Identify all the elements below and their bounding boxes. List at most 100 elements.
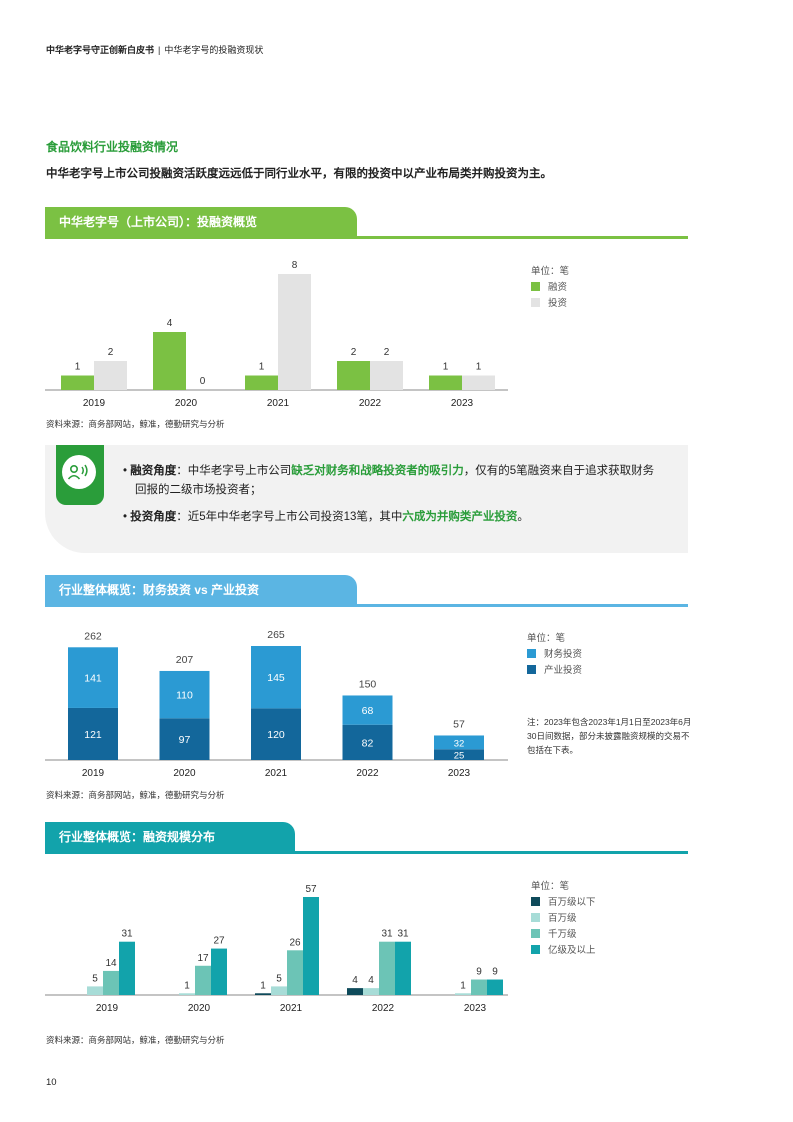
data-label: 25 [454, 751, 465, 762]
data-label: 68 [362, 705, 374, 717]
bar [61, 375, 94, 390]
data-label: 2 [351, 347, 357, 358]
data-label: 1 [184, 980, 190, 991]
x-tick-label: 2020 [173, 768, 196, 779]
chart1-legend: 单位：笔 融资 投资 [531, 262, 569, 310]
total-label: 150 [359, 678, 377, 690]
insight-callout: • 融资角度：中华老字号上市公司缺乏对财务和战略投资者的吸引力，仅有的5笔融资来… [45, 445, 688, 553]
bar [379, 941, 395, 995]
chart3-legend: 单位：笔 百万级以下 百万级 千万级 亿级及以上 [531, 877, 596, 957]
bar [455, 993, 471, 995]
legend-label: 财务投资 [544, 649, 583, 660]
bar [287, 950, 303, 995]
callout-bullet-investment: • 投资角度：近5年中华老字号上市公司投资13笔，其中六成为并购类产业投资。 [123, 511, 529, 523]
bullet-text: ：中华老字号上市公司 [176, 465, 292, 477]
data-label: 1 [476, 362, 482, 373]
legend-swatch [531, 297, 540, 307]
bullet-text: ，仅有的5笔融资来自于追求获取财务回报的二级市场投资者； [135, 465, 655, 496]
x-tick-label: 2021 [267, 398, 290, 409]
x-tick-label: 2020 [175, 398, 198, 409]
bar [153, 332, 186, 390]
legend-label: 融资 [548, 282, 568, 293]
bar [103, 970, 119, 995]
data-label: 4 [352, 975, 358, 986]
x-tick-label: 2019 [83, 398, 106, 409]
report-title: 中华老字号守正创新白皮书 [46, 45, 155, 55]
data-label: 32 [454, 738, 465, 749]
data-label: 8 [292, 260, 298, 271]
bar [363, 988, 379, 995]
x-tick-label: 2021 [265, 768, 288, 779]
bar [255, 993, 271, 995]
chart1-banner-title: 中华老字号（上市公司）：投融资概览 [45, 207, 357, 237]
data-label: 14 [105, 958, 117, 969]
x-tick-label: 2023 [451, 398, 474, 409]
bar [471, 979, 487, 995]
bar [179, 993, 195, 995]
legend-swatch [531, 896, 540, 906]
chart3-banner: 行业整体概览：融资规模分布 [45, 822, 688, 854]
data-label: 2 [384, 347, 390, 358]
data-label: 57 [305, 884, 317, 895]
data-label: 31 [121, 929, 133, 940]
legend-item-investment: 投资 [531, 294, 569, 310]
x-tick-label: 2019 [82, 768, 105, 779]
x-tick-label: 2022 [356, 768, 379, 779]
bar [245, 375, 278, 390]
data-label: 5 [92, 973, 98, 984]
legend-item-financing: 融资 [531, 278, 569, 294]
data-label: 5 [276, 973, 282, 984]
bar [87, 986, 103, 995]
header-section: 中华老字号的投融资现状 [164, 45, 264, 55]
speaker-icon [62, 455, 96, 489]
page-number: 10 [46, 1077, 57, 1088]
bar [94, 361, 127, 390]
bar [395, 941, 411, 995]
x-tick-label: 2023 [464, 1003, 487, 1014]
bar-financial [251, 646, 301, 709]
bar [462, 375, 495, 390]
data-label: 97 [179, 734, 191, 746]
legend-swatch [531, 944, 540, 954]
legend-label: 百万级以下 [548, 897, 596, 908]
bar [303, 897, 319, 995]
data-label: 0 [200, 376, 206, 387]
bar [429, 375, 462, 390]
legend-label: 百万级 [548, 913, 577, 924]
bar [271, 986, 287, 995]
data-label: 4 [167, 318, 173, 329]
legend-swatch [531, 928, 540, 938]
x-tick-label: 2022 [359, 398, 382, 409]
data-label: 120 [267, 729, 285, 741]
data-label: 4 [368, 975, 374, 986]
legend-item-sub-million: 百万级以下 [531, 893, 596, 909]
data-label: 27 [213, 936, 225, 947]
data-label: 2 [108, 347, 114, 358]
bar [370, 361, 403, 390]
chart1-source: 资料来源：商务部网站，鲸准，德勤研究与分析 [46, 419, 225, 429]
total-label: 262 [84, 630, 102, 642]
chart2-svg: 121 141 262 2019 97 110 207 2020 120 145 265 2021 82… [45, 629, 508, 779]
bullet-label: 投资角度 [130, 511, 177, 523]
bar [119, 941, 135, 995]
section-subtitle: 中华老字号上市公司投融资活跃度远远低于同行业水平，有限的投资中以产业布局类并购投… [46, 168, 552, 180]
running-header: 中华老字号守正创新白皮书 | 中华老字号的投融资现状 [46, 43, 263, 56]
bar [195, 965, 211, 995]
bar-industrial [68, 707, 118, 760]
data-label: 31 [397, 929, 409, 940]
chart3-banner-title: 行业整体概览：融资规模分布 [45, 822, 295, 852]
x-tick-label: 2019 [96, 1003, 119, 1014]
data-label: 9 [492, 967, 498, 978]
bullet-highlight: 缺乏对财务和战略投资者的吸引力 [291, 465, 464, 477]
bar-industrial [434, 749, 484, 760]
chart2-banner: 行业整体概览：财务投资 vs 产业投资 [45, 575, 688, 607]
chart3-source: 资料来源：商务部网站，鲸准，德勤研究与分析 [46, 1035, 225, 1045]
bar-industrial [159, 718, 210, 760]
data-label: 141 [84, 673, 102, 685]
legend-item-hundred-million: 亿级及以上 [531, 941, 596, 957]
data-label: 9 [476, 967, 482, 978]
bar [487, 979, 503, 995]
x-tick-label: 2022 [372, 1003, 395, 1014]
legend-swatch [527, 648, 536, 658]
